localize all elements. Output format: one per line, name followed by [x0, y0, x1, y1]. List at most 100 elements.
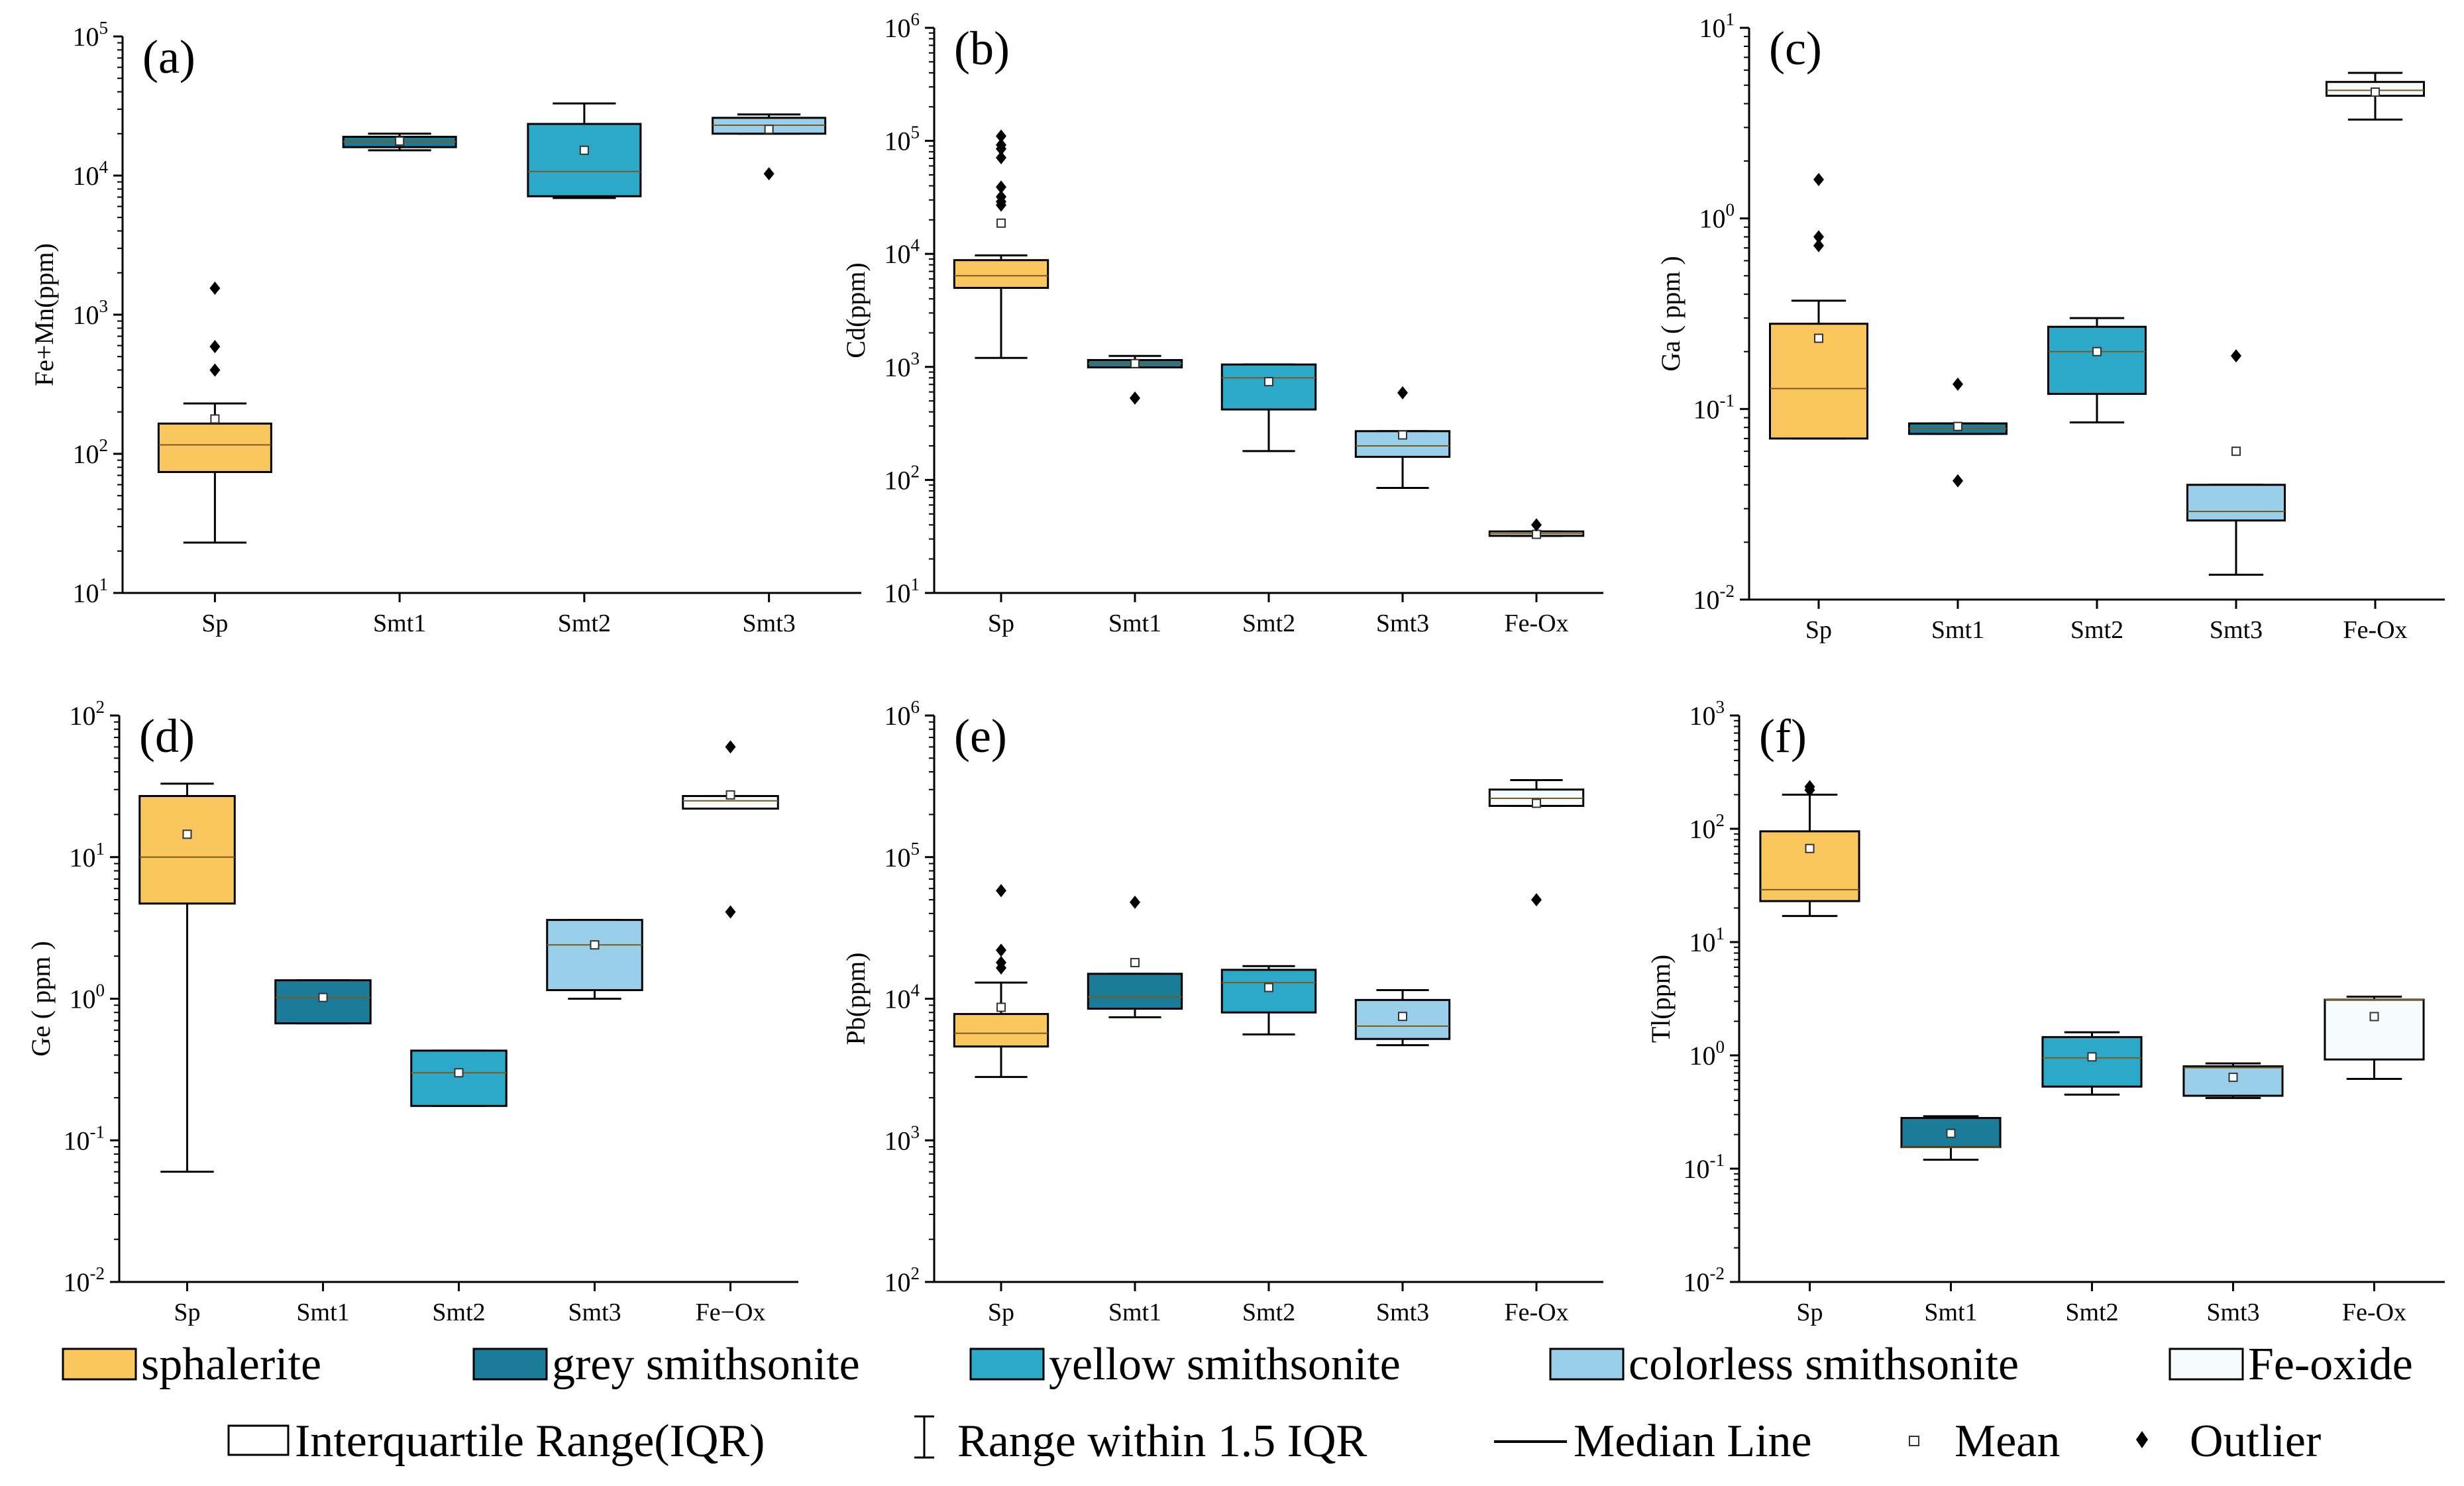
y-tick-label: 103 — [884, 348, 920, 382]
iqr-box — [2041, 1035, 2143, 1088]
mean-marker — [1532, 798, 1541, 808]
box-sphalerite — [138, 782, 236, 1173]
y-tick-exponent: 4 — [99, 157, 109, 177]
mean-marker — [590, 940, 600, 950]
y-tick-exponent: 2 — [96, 697, 105, 717]
box-colorless-smithsonite — [1354, 989, 1451, 1047]
x-tick-label: Fe-Ox — [1504, 1299, 1568, 1326]
box-colorless-smithsonite — [1354, 386, 1451, 489]
x-tick-label: Smt2 — [2065, 1299, 2118, 1326]
mean-marker — [579, 145, 589, 155]
box-sphalerite — [953, 884, 1049, 1079]
y-tick-exponent: -1 — [90, 1122, 105, 1141]
y-tick-exponent: 1 — [96, 839, 105, 859]
x-tick-label: Smt3 — [2206, 1299, 2259, 1326]
box-Fe-oxide — [2324, 995, 2425, 1081]
mean-marker — [1398, 1012, 1407, 1022]
outlier-marker — [209, 340, 221, 354]
outlier-marker — [2231, 349, 2241, 363]
outlier-marker — [1953, 474, 1963, 488]
y-tick-exponent: 2 — [99, 435, 109, 455]
outlier-marker — [1813, 230, 1824, 244]
legend-label: Fe-oxide — [2248, 1339, 2413, 1390]
mean-marker — [182, 829, 192, 839]
panel-label: (a) — [142, 30, 195, 83]
y-tick-exponent: 0 — [1726, 200, 1735, 220]
x-tick-label: Smt2 — [1242, 1299, 1295, 1326]
y-tick-label: 106 — [884, 697, 920, 731]
y-tick-label: 103 — [884, 1122, 920, 1155]
y-tick-exponent: 2 — [911, 461, 920, 481]
y-tick-exponent: 1 — [911, 574, 920, 594]
y-tick-exponent: 5 — [99, 18, 109, 38]
x-tick-label: Sp — [1796, 1299, 1823, 1326]
outlier-marker — [1953, 377, 1963, 391]
box-Fe-oxide — [1488, 518, 1585, 539]
y-tick-label: 10-1 — [64, 1122, 105, 1155]
outlier-marker — [209, 363, 221, 377]
y-tick-label: 104 — [884, 981, 920, 1014]
y-tick-exponent: -2 — [90, 1263, 105, 1283]
y-tick-label: 102 — [73, 435, 109, 469]
box-grey-smithsonite — [1087, 354, 1183, 405]
outlier-marker — [209, 282, 221, 295]
outlier-marker — [996, 150, 1006, 164]
iqr-box — [410, 1049, 508, 1107]
mean-marker — [2369, 1012, 2379, 1022]
box-yellow-smithsonite — [1220, 965, 1317, 1035]
outlier-marker — [1531, 518, 1542, 532]
y-tick-label: 10-2 — [64, 1263, 105, 1297]
panel-label: (b) — [954, 22, 1010, 75]
legend-outlier-symbol — [2136, 1431, 2148, 1448]
box-grey-smithsonite — [274, 979, 372, 1025]
x-tick-label: Smt2 — [432, 1299, 485, 1326]
iqr-box — [1087, 973, 1183, 1010]
y-tick-exponent: 0 — [1716, 1037, 1725, 1057]
y-tick-label: 100 — [1689, 1037, 1725, 1071]
y-tick-label: 101 — [70, 839, 105, 873]
mean-marker — [2231, 447, 2241, 456]
x-tick-label: Sp — [174, 1299, 200, 1326]
y-tick-exponent: 5 — [911, 839, 920, 859]
chart-panel-5: 102 103 104 105 106 Pb(ppm) (e) Sp Smt1 Smt2 Smt3 F… — [841, 697, 1603, 1326]
legend: sphalerite grey smithsonite yellow smithso… — [62, 1339, 2413, 1467]
x-tick-label: Smt1 — [1108, 1299, 1161, 1326]
panel-label: (e) — [954, 710, 1007, 763]
y-tick-exponent: 6 — [911, 9, 920, 29]
y-tick-label: 101 — [73, 574, 109, 608]
legend-label: grey smithsonite — [552, 1339, 860, 1390]
iqr-box — [1220, 363, 1317, 411]
legend-label: Median Line — [1574, 1416, 1812, 1467]
mean-marker — [2092, 346, 2102, 356]
y-tick-label: 104 — [73, 157, 109, 191]
y-tick-exponent: -1 — [1710, 1150, 1725, 1170]
chart-panel-2: 101 102 103 104 105 106 Cd(ppm) (b) Sp Smt1 Smt2 Sm… — [841, 9, 1603, 637]
legend-iqr-symbol — [227, 1424, 290, 1456]
legend-label: colorless smithsonite — [1629, 1339, 2019, 1390]
panel-label: (d) — [139, 710, 195, 763]
y-tick-label: 105 — [884, 123, 920, 156]
box-colorless-smithsonite — [2186, 349, 2286, 576]
outlier-marker — [1130, 391, 1140, 405]
y-tick-label: 101 — [1689, 924, 1725, 957]
y-tick-exponent: 3 — [1716, 697, 1725, 717]
mean-marker — [1946, 1128, 1956, 1138]
y-tick-exponent: 3 — [99, 296, 109, 316]
y-tick-exponent: 3 — [911, 348, 920, 368]
y-tick-label: 102 — [1689, 810, 1725, 844]
x-tick-label: Smt3 — [743, 610, 796, 637]
box-colorless-smithsonite — [546, 919, 643, 1000]
outlier-marker — [763, 167, 775, 181]
iqr-box — [1354, 998, 1451, 1040]
x-tick-label: Smt3 — [1376, 1299, 1429, 1326]
mean-marker — [996, 218, 1006, 228]
outlier-marker — [725, 740, 736, 754]
y-tick-label: 105 — [884, 839, 920, 873]
y-axis-label: Ge ( ppm ) — [26, 941, 56, 1056]
outlier-marker — [996, 138, 1006, 152]
box-grey-smithsonite — [1900, 1115, 2002, 1161]
box-grey-smithsonite — [1908, 377, 2008, 488]
